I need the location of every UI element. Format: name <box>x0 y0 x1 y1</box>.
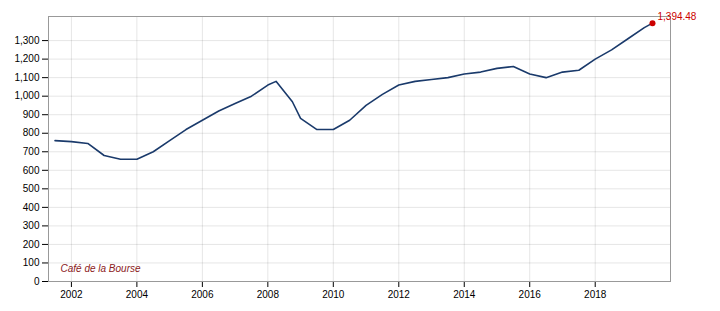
svg-text:2002: 2002 <box>60 289 83 300</box>
svg-text:0: 0 <box>34 276 40 287</box>
svg-text:2014: 2014 <box>453 289 476 300</box>
svg-text:2012: 2012 <box>388 289 411 300</box>
svg-text:1,200: 1,200 <box>14 53 39 64</box>
svg-text:2004: 2004 <box>126 289 149 300</box>
svg-text:1,394.48: 1,394.48 <box>657 11 696 22</box>
svg-text:2010: 2010 <box>322 289 345 300</box>
svg-text:1,000: 1,000 <box>14 90 39 101</box>
svg-text:600: 600 <box>23 165 40 176</box>
svg-text:100: 100 <box>23 257 40 268</box>
svg-text:1,300: 1,300 <box>14 35 39 46</box>
svg-text:200: 200 <box>23 239 40 250</box>
svg-text:900: 900 <box>23 109 40 120</box>
svg-text:1,100: 1,100 <box>14 72 39 83</box>
svg-text:2016: 2016 <box>519 289 542 300</box>
svg-text:2018: 2018 <box>584 289 607 300</box>
svg-text:300: 300 <box>23 220 40 231</box>
svg-text:2008: 2008 <box>257 289 280 300</box>
svg-text:700: 700 <box>23 146 40 157</box>
svg-text:800: 800 <box>23 127 40 138</box>
svg-text:Café de la Bourse: Café de la Bourse <box>61 263 141 274</box>
svg-text:500: 500 <box>23 183 40 194</box>
svg-text:2006: 2006 <box>191 289 214 300</box>
svg-text:400: 400 <box>23 202 40 213</box>
